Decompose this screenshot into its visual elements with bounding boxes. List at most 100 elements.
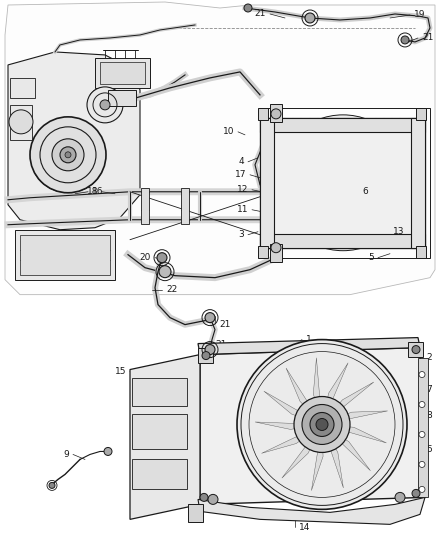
Text: 14: 14	[299, 523, 311, 532]
Circle shape	[419, 432, 425, 438]
Polygon shape	[322, 382, 374, 424]
Polygon shape	[311, 424, 323, 490]
Bar	[270, 244, 282, 262]
Bar	[260, 233, 425, 248]
Circle shape	[419, 462, 425, 467]
Polygon shape	[261, 424, 322, 454]
Circle shape	[157, 253, 167, 263]
Text: 12: 12	[237, 185, 248, 194]
Circle shape	[419, 401, 425, 408]
Bar	[132, 377, 187, 406]
Polygon shape	[313, 358, 322, 424]
Text: 19: 19	[414, 11, 425, 20]
Bar	[260, 118, 425, 132]
Circle shape	[271, 109, 281, 119]
Text: 6: 6	[362, 187, 368, 196]
Polygon shape	[322, 424, 386, 443]
Text: 22: 22	[166, 285, 177, 294]
Circle shape	[52, 139, 84, 171]
Circle shape	[271, 243, 281, 253]
Bar	[10, 105, 32, 140]
Polygon shape	[198, 337, 420, 354]
Text: 1: 1	[306, 335, 312, 344]
Text: 21: 21	[422, 34, 433, 43]
Bar	[260, 118, 274, 248]
Circle shape	[302, 405, 342, 445]
Circle shape	[310, 413, 334, 437]
Bar	[258, 246, 268, 257]
Bar	[181, 188, 189, 224]
Bar	[100, 62, 145, 84]
Polygon shape	[198, 497, 425, 524]
Polygon shape	[5, 2, 435, 295]
Circle shape	[419, 372, 425, 377]
Polygon shape	[282, 424, 322, 478]
Polygon shape	[322, 363, 348, 424]
Bar	[141, 188, 149, 224]
Text: 17: 17	[234, 170, 246, 179]
Circle shape	[237, 340, 407, 510]
Polygon shape	[286, 368, 322, 424]
Circle shape	[316, 418, 328, 431]
Text: 11: 11	[237, 205, 248, 214]
Bar	[270, 104, 282, 122]
Bar	[258, 108, 268, 120]
Circle shape	[159, 265, 171, 278]
Bar	[411, 118, 425, 248]
Text: 8: 8	[426, 411, 432, 420]
Circle shape	[294, 397, 350, 453]
Circle shape	[419, 487, 425, 492]
Circle shape	[305, 13, 315, 23]
Bar	[95, 58, 150, 88]
Text: 2: 2	[426, 353, 431, 362]
Circle shape	[205, 313, 215, 322]
Polygon shape	[255, 422, 322, 430]
Circle shape	[200, 494, 208, 502]
Bar	[132, 459, 187, 489]
Polygon shape	[260, 118, 425, 248]
Circle shape	[104, 448, 112, 455]
Bar	[418, 358, 428, 497]
Circle shape	[87, 87, 123, 123]
Polygon shape	[8, 52, 140, 230]
Circle shape	[100, 100, 110, 110]
Bar	[20, 235, 110, 274]
Bar	[416, 108, 426, 120]
Text: 3: 3	[238, 230, 244, 239]
Text: 5: 5	[426, 445, 432, 454]
Bar	[260, 108, 430, 257]
Circle shape	[49, 482, 55, 488]
Bar	[15, 230, 115, 280]
Circle shape	[205, 344, 215, 354]
Text: 7: 7	[426, 385, 432, 394]
Circle shape	[401, 36, 409, 44]
Polygon shape	[200, 348, 425, 504]
Text: 21: 21	[254, 10, 266, 19]
Bar	[416, 246, 426, 257]
Circle shape	[202, 352, 210, 360]
Text: 20: 20	[140, 253, 151, 262]
Text: 13: 13	[392, 227, 404, 236]
Text: 5: 5	[368, 253, 374, 262]
Text: 10: 10	[223, 127, 234, 136]
Circle shape	[65, 152, 71, 158]
Circle shape	[412, 345, 420, 353]
Circle shape	[275, 115, 411, 251]
Bar	[132, 415, 187, 449]
Text: 9: 9	[63, 450, 69, 459]
Circle shape	[9, 110, 33, 134]
Text: 16: 16	[92, 187, 103, 196]
Text: 18: 18	[86, 187, 98, 196]
Text: 21: 21	[215, 340, 226, 349]
Polygon shape	[322, 424, 371, 471]
Bar	[198, 348, 213, 362]
Text: 15: 15	[114, 367, 126, 376]
Polygon shape	[264, 391, 322, 424]
Circle shape	[313, 153, 373, 213]
Polygon shape	[130, 354, 200, 519]
Circle shape	[208, 495, 218, 504]
Text: 21: 21	[219, 320, 230, 329]
Circle shape	[395, 492, 405, 503]
Bar	[408, 342, 423, 357]
Polygon shape	[322, 411, 388, 424]
